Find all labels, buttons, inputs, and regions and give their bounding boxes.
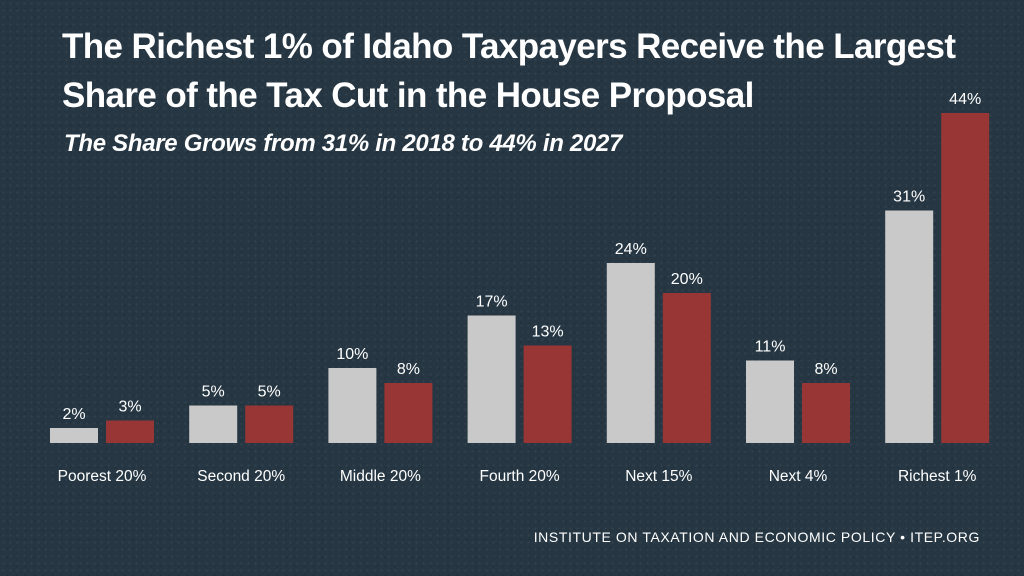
data-label-2018-5: 11% [755, 339, 786, 356]
category-label-5: Next 4% [769, 468, 828, 485]
bar-2018-5 [746, 360, 794, 443]
data-label-2027-1: 5% [258, 384, 281, 401]
data-label-2018-4: 24% [615, 241, 647, 258]
bar-2027-1 [245, 405, 294, 443]
bar-2018-2 [328, 368, 377, 443]
bar-2018-0 [50, 428, 98, 443]
bar-2018-1 [189, 405, 238, 443]
data-label-2018-2: 10% [336, 346, 368, 363]
category-label-4: Next 15% [625, 468, 692, 485]
data-label-2027-5: 8% [814, 361, 837, 378]
bar-2027-2 [384, 383, 433, 443]
category-label-2: Middle 20% [340, 468, 421, 485]
data-label-2027-3: 13% [532, 324, 564, 341]
data-label-2018-3: 17% [476, 294, 508, 311]
data-label-2027-0: 3% [118, 399, 141, 416]
chart-subtitle: The Share Grows from 31% in 2018 to 44% … [64, 130, 623, 157]
category-label-0: Poorest 20% [58, 468, 147, 485]
data-label-2027-2: 8% [397, 361, 420, 378]
data-label-2027-4: 20% [671, 271, 703, 288]
source-footer: INSTITUTE ON TAXATION AND ECONOMIC POLIC… [533, 529, 980, 545]
bar-2027-0 [106, 420, 154, 443]
bar-2027-3 [523, 345, 572, 443]
chart-title: The Richest 1% of Idaho Taxpayers Receiv… [62, 27, 956, 115]
bar-2018-4 [606, 263, 655, 443]
category-label-1: Second 20% [197, 468, 285, 485]
data-label-2018-0: 2% [62, 406, 85, 423]
bar-2018-6 [885, 210, 934, 443]
category-label-3: Fourth 20% [480, 468, 560, 485]
bar-2027-6 [941, 113, 990, 443]
category-label-6: Richest 1% [898, 468, 977, 485]
data-label-2018-6: 31% [893, 189, 925, 206]
data-label-2018-1: 5% [202, 384, 225, 401]
bar-2027-5 [802, 383, 850, 443]
bar-2027-4 [662, 293, 711, 443]
bar-2018-3 [467, 315, 516, 443]
data-label-2027-6: 44% [949, 91, 981, 108]
